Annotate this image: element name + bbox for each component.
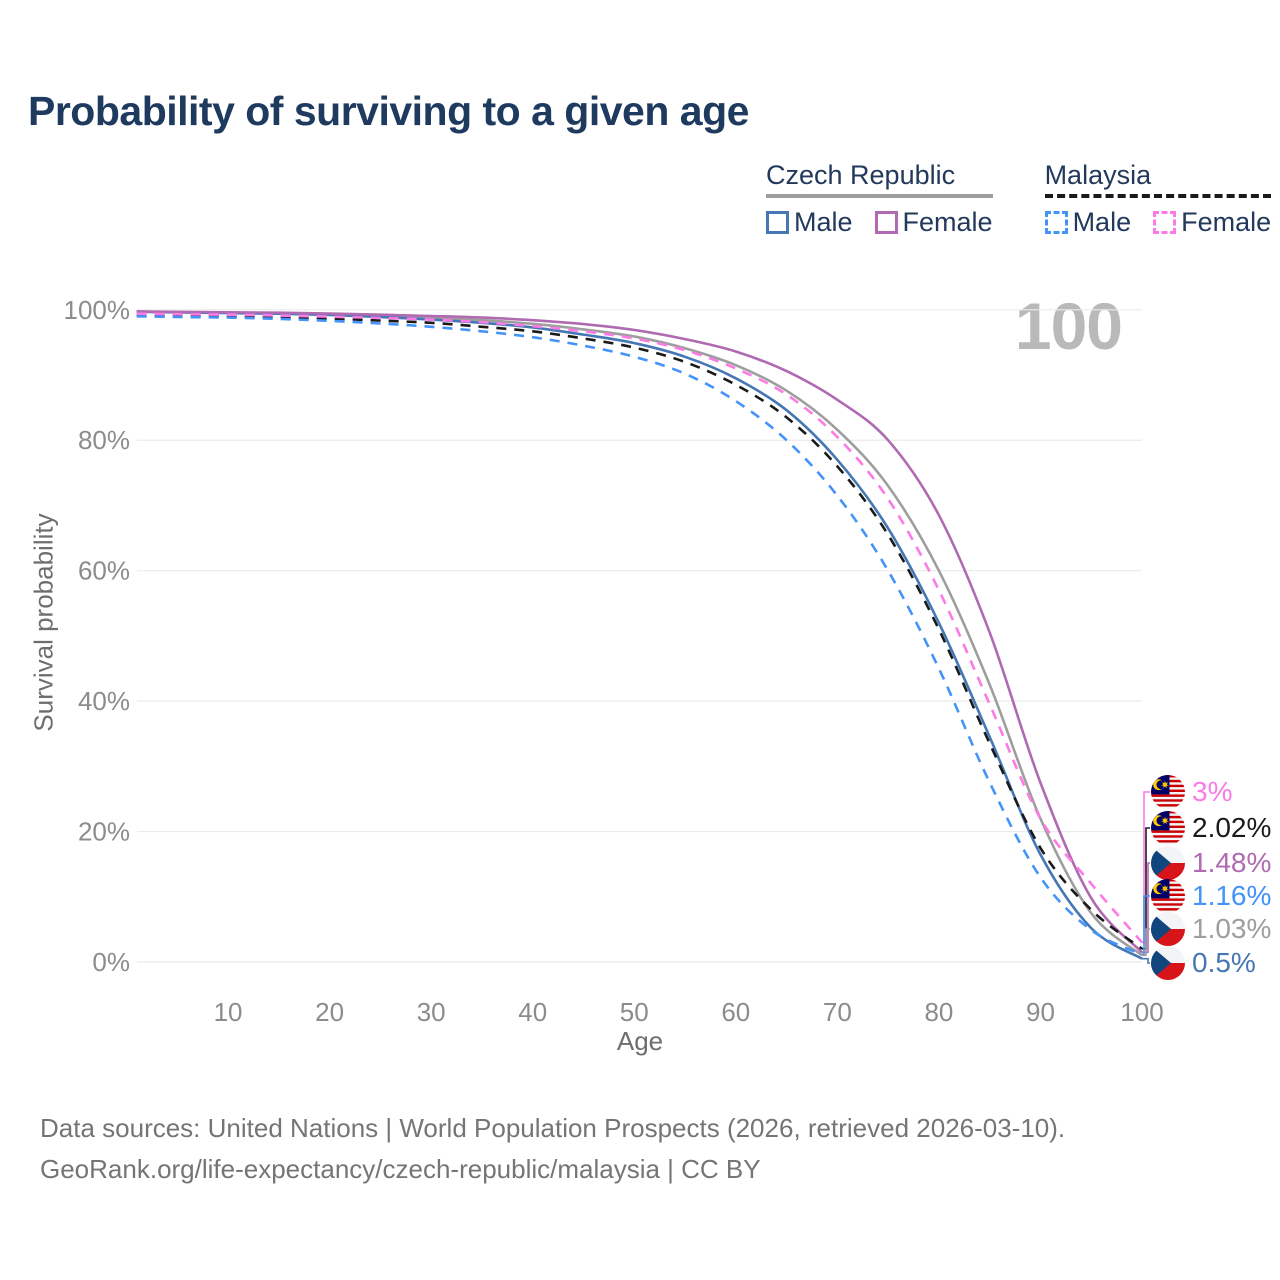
legend-item-label: Male xyxy=(1072,207,1132,237)
x-tick-label: 40 xyxy=(518,997,547,1027)
end-label-value: 0.5% xyxy=(1192,947,1256,978)
legend-item-malaysia-female[interactable]: Female xyxy=(1153,207,1271,238)
x-tick-label: 10 xyxy=(214,997,243,1027)
footer-attribution: GeoRank.org/life-expectancy/czech-republ… xyxy=(40,1154,761,1184)
y-tick-label: 80% xyxy=(78,425,130,455)
end-label-cz-all: 1.03% xyxy=(1151,912,1271,946)
series-line-cz-female xyxy=(136,310,1143,954)
x-tick-label: 60 xyxy=(721,997,750,1027)
x-tick-label: 100 xyxy=(1120,997,1163,1027)
page-title: Probability of surviving to a given age xyxy=(28,88,749,134)
legend-header-czech-republic: Czech Republic xyxy=(766,160,956,190)
end-label-my-female: 3% xyxy=(1151,775,1232,809)
legend-underline-czech-republic xyxy=(766,194,993,198)
czech-republic-flag-icon xyxy=(1151,846,1185,880)
footer: Data sources: United Nations | World Pop… xyxy=(40,1108,1065,1190)
x-axis-title: Age xyxy=(617,1026,663,1056)
legend-item-czech-male[interactable]: Male xyxy=(766,207,853,238)
y-tick-label: 100% xyxy=(64,295,131,325)
end-label-cz-male: 0.5% xyxy=(1151,946,1256,980)
legend-item-label: Male xyxy=(794,207,853,237)
x-tick-label: 80 xyxy=(924,997,953,1027)
x-tick-label: 30 xyxy=(417,997,446,1027)
y-tick-label: 0% xyxy=(92,947,130,977)
malaysia-flag-icon xyxy=(1151,879,1185,913)
x-tick-label: 20 xyxy=(315,997,344,1027)
malaysia-male-swatch-icon xyxy=(1044,211,1068,234)
end-label-value: 1.16% xyxy=(1192,880,1272,911)
leader-line-cz-all xyxy=(1142,928,1150,957)
footer-sources: Data sources: United Nations | World Pop… xyxy=(40,1113,1066,1143)
czech-republic-flag-icon xyxy=(1151,912,1185,946)
end-label-value: 3% xyxy=(1192,776,1233,807)
czech-female-swatch-icon xyxy=(874,211,898,234)
y-tick-label: 40% xyxy=(78,686,130,716)
y-axis-title: Survival probability xyxy=(28,513,59,732)
malaysia-female-swatch-icon xyxy=(1153,211,1177,234)
x-tick-label: 70 xyxy=(823,997,852,1027)
legend-item-malaysia-male[interactable]: Male xyxy=(1044,207,1132,238)
end-label-value: 1.03% xyxy=(1192,913,1272,944)
end-label-my-male: 1.16% xyxy=(1151,879,1271,913)
x-tick-label: 90 xyxy=(1026,997,1055,1027)
series-line-cz-all xyxy=(136,310,1143,957)
leader-line-cz-female xyxy=(1142,862,1150,954)
chart-legend: Czech Republic Male Female Malaysia Male xyxy=(766,160,1272,238)
legend-header-malaysia: Malaysia xyxy=(1044,160,1152,190)
legend-group-malaysia: Malaysia Male Female xyxy=(1044,160,1272,238)
leader-line-my-male xyxy=(1142,895,1150,956)
series-line-my-male xyxy=(136,315,1143,956)
czech-republic-flag-icon xyxy=(1151,946,1185,980)
leader-line-my-all xyxy=(1142,827,1150,950)
end-label-value: 1.48% xyxy=(1192,847,1272,878)
end-label-cz-female: 1.48% xyxy=(1151,846,1271,880)
leader-line-my-female xyxy=(1142,791,1150,944)
end-label-my-all: 2.02% xyxy=(1151,811,1271,845)
legend-group-czech-republic: Czech Republic Male Female xyxy=(766,160,993,238)
series-line-my-all xyxy=(136,313,1143,950)
legend-item-label: Female xyxy=(1181,207,1272,237)
legend-item-label: Female xyxy=(902,207,993,237)
end-label-value: 2.02% xyxy=(1192,812,1272,843)
czech-male-swatch-icon xyxy=(766,211,789,234)
legend-underline-malaysia xyxy=(1044,194,1272,198)
legend-item-czech-female[interactable]: Female xyxy=(874,207,993,238)
y-tick-label: 60% xyxy=(78,556,130,586)
leader-line-cz-male xyxy=(1142,957,1150,964)
x-tick-label: 50 xyxy=(620,997,649,1027)
y-tick-label: 20% xyxy=(78,817,130,847)
malaysia-flag-icon xyxy=(1151,811,1185,845)
age-counter-watermark: 100 xyxy=(1014,289,1123,363)
series-line-my-female xyxy=(136,312,1143,944)
malaysia-flag-icon xyxy=(1151,775,1185,809)
series-line-cz-male xyxy=(136,310,1143,960)
